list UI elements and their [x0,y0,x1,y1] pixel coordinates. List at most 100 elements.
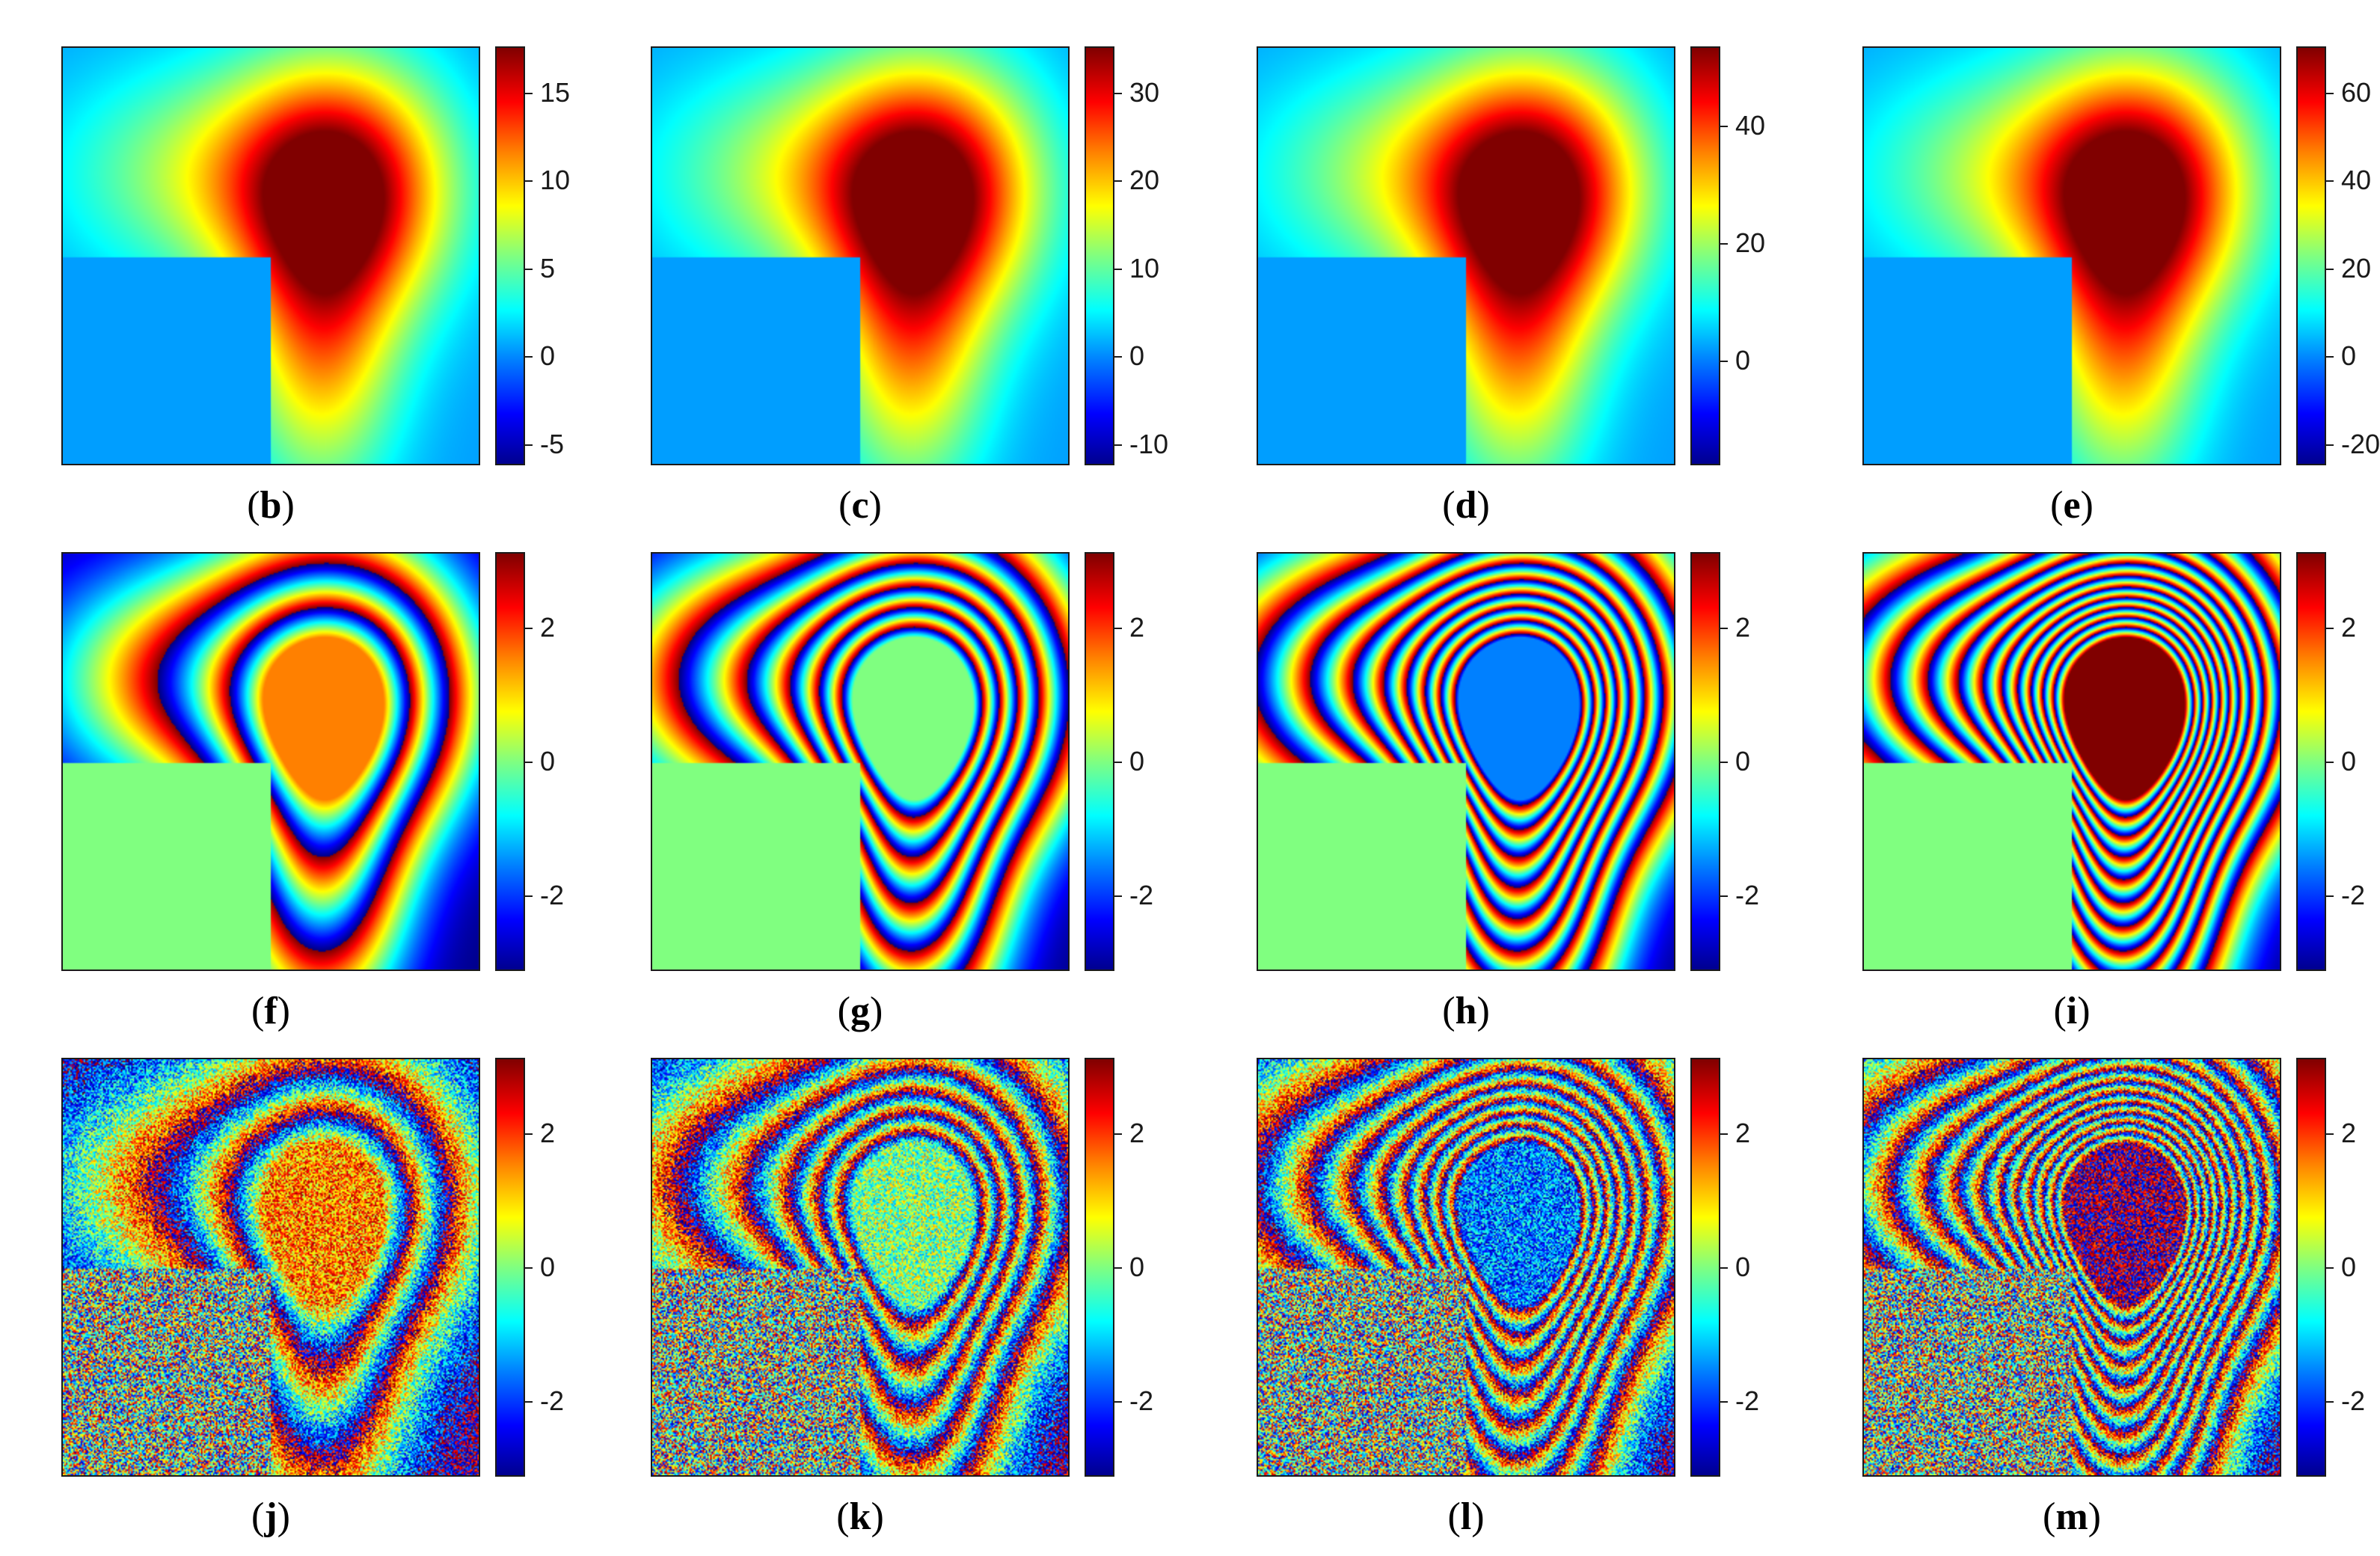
phase-map-image [652,48,1068,464]
colorbar-tick [1114,180,1122,182]
colorbar-tick [2326,762,2334,763]
phase-map-image [652,554,1068,970]
phase-map-m [1862,1058,2281,1477]
phase-map-i [1862,552,2281,971]
panel-label-letter: g [850,990,870,1032]
phase-map-image [63,48,479,464]
panel-label-b: (b) [61,483,480,527]
panel-label-close: ) [870,990,883,1032]
colorbar-tick-label: 20 [1129,165,1160,195]
colorbar-tick [525,1133,533,1135]
colorbar-tick [1720,361,1728,362]
colorbar-tick-label: 2 [540,1118,556,1148]
colorbar-tick-label: 0 [1735,1252,1751,1282]
colorbar-tick [525,1401,533,1403]
panel-label-letter: b [260,484,282,527]
colorbar-tick [1114,762,1122,763]
phase-map-g [651,552,1070,971]
colorbar-f [495,552,525,971]
panel-label-close: ) [277,1495,290,1538]
colorbar-tick-label: 0 [540,340,556,371]
colorbar-tick [2326,628,2334,629]
colorbar-tick [2326,444,2334,446]
colorbar-tick [525,269,533,270]
panel-label-close: ) [277,990,290,1032]
colorbar-tick [1720,1401,1728,1403]
panel-label-letter: d [1455,484,1477,527]
colorbar-tick-label: 30 [1129,77,1160,108]
colorbar-tick [1114,444,1122,446]
colorbar-l [1690,1058,1720,1477]
colorbar-tick-label: -2 [1129,880,1154,910]
colorbar-tick-label: -2 [540,1385,565,1416]
phase-map-image [63,554,479,970]
panel-label-close: ) [2077,990,2091,1032]
colorbar-tick-label: 0 [540,1252,556,1282]
colorbar-tick [1114,93,1122,94]
colorbar-tick-label: 2 [1129,1118,1145,1148]
colorbar-m [2296,1058,2326,1477]
phase-map-j [61,1058,480,1477]
phase-map-image [1864,1059,2280,1475]
panel-label-k: (k) [651,1495,1070,1539]
colorbar-tick-label: -2 [1735,1385,1760,1416]
colorbar-tick [2326,356,2334,358]
panel-label-close: ) [1471,1495,1485,1538]
colorbar-tick [1720,762,1728,763]
colorbar-tick-label: 0 [2341,340,2357,371]
panel-label-close: ) [281,484,295,527]
colorbar-tick [2326,269,2334,270]
colorbar-k [1085,1058,1114,1477]
panel-i: 2 0 -2 (i) [1862,552,2380,1032]
phase-map-f [61,552,480,971]
panel-label-open: ( [1442,990,1456,1032]
phase-map-image [1864,554,2280,970]
panel-e: 60 40 20 0 -20 (e) [1862,46,2380,527]
colorbar-tick [2326,180,2334,182]
colorbar-tick [1720,1133,1728,1135]
panel-l: 2 0 -2 (l) [1257,1058,1825,1538]
panel-label-open: ( [838,484,852,527]
colorbar-tick [1720,243,1728,245]
colorbar-tick-label: -10 [1129,429,1169,459]
panel-g: 2 0 -2 (g) [651,552,1219,1033]
panel-label-letter: k [849,1495,871,1538]
colorbar-c [1085,46,1114,465]
panel-label-open: ( [251,1495,265,1538]
colorbar-tick [525,1267,533,1269]
colorbar-tick-label: 0 [540,746,556,777]
colorbar-tick-label: 2 [2341,1118,2357,1148]
panel-label-close: ) [1476,990,1490,1032]
panel-label-open: ( [837,990,850,1032]
colorbar-tick-label: 20 [2341,253,2372,284]
panel-label-letter: j [264,1495,277,1538]
panel-label-g: (g) [651,989,1070,1033]
colorbar-tick [1114,356,1122,358]
colorbar-tick-label: -2 [540,880,565,910]
colorbar-tick-label: -2 [1735,880,1760,910]
colorbar-tick-label: 5 [540,253,556,284]
colorbar-tick [1114,1401,1122,1403]
colorbar-tick [1114,1133,1122,1135]
colorbar-tick-label: 0 [1735,746,1751,777]
colorbar-b [495,46,525,465]
panel-label-open: ( [836,1495,850,1538]
colorbar-tick-label: 0 [1129,340,1145,371]
panel-f: 2 0 -2 (f) [61,552,630,1032]
phase-map-h [1257,552,1675,971]
panel-label-letter: m [2055,1495,2088,1538]
panel-label-close: ) [2088,1495,2101,1538]
colorbar-tick-label: 0 [1129,746,1145,777]
colorbar-tick-label: 2 [2341,612,2357,643]
phase-map-image [63,1059,479,1475]
colorbar-tick [525,762,533,763]
panel-label-e: (e) [1862,483,2281,527]
colorbar-tick-label: 0 [2341,746,2357,777]
panel-label-open: ( [2043,1495,2056,1538]
panel-label-d: (d) [1257,483,1675,527]
colorbar-tick-label: -2 [2341,1385,2366,1416]
phase-map-image [1258,48,1674,464]
panel-k: 2 0 -2 (k) [651,1058,1219,1539]
panel-label-letter: e [2063,484,2081,527]
